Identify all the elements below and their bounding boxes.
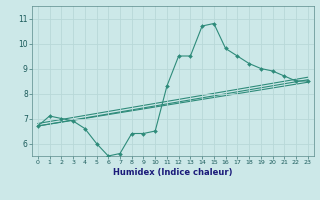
X-axis label: Humidex (Indice chaleur): Humidex (Indice chaleur) — [113, 168, 233, 177]
